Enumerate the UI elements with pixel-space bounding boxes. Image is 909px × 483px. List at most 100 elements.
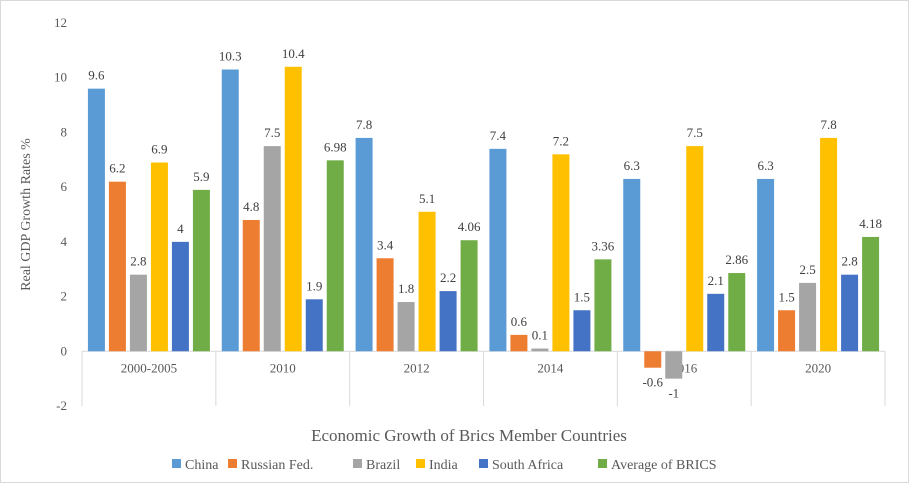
y-tick-label: 2 bbox=[61, 289, 68, 304]
legend-label: China bbox=[185, 458, 219, 473]
x-axis-title: Economic Growth of Brics Member Countrie… bbox=[311, 426, 627, 445]
bar bbox=[707, 293, 725, 352]
bar bbox=[489, 148, 507, 352]
bar bbox=[820, 137, 838, 352]
bar bbox=[87, 88, 105, 352]
bars bbox=[87, 66, 880, 379]
data-label: 3.36 bbox=[592, 238, 615, 253]
data-label: 7.4 bbox=[490, 128, 507, 143]
bar bbox=[665, 351, 683, 379]
data-label: 2.8 bbox=[130, 254, 146, 269]
bar bbox=[623, 178, 641, 352]
x-tick-label: 2012 bbox=[404, 360, 430, 375]
data-label: 5.9 bbox=[193, 169, 209, 184]
bar bbox=[552, 154, 570, 352]
x-tick-label: 2020 bbox=[805, 360, 831, 375]
data-label: 9.6 bbox=[88, 68, 105, 83]
x-tick-label: 2000-2005 bbox=[121, 360, 177, 375]
bar bbox=[355, 137, 373, 352]
bar bbox=[531, 348, 549, 352]
data-label: 2.1 bbox=[708, 273, 724, 288]
legend-swatch bbox=[416, 459, 425, 468]
bar bbox=[573, 310, 591, 352]
data-label: 1.5 bbox=[778, 289, 794, 304]
data-label: 7.8 bbox=[356, 117, 372, 132]
y-tick-label: 8 bbox=[61, 124, 68, 139]
bar bbox=[510, 334, 528, 352]
data-label: -0.6 bbox=[642, 375, 663, 390]
bar bbox=[841, 274, 859, 352]
data-label: 2.86 bbox=[725, 252, 748, 267]
data-label: 6.9 bbox=[151, 142, 167, 157]
data-label: 1.9 bbox=[306, 278, 322, 293]
data-label: 4.06 bbox=[458, 219, 481, 234]
y-axis-title: Real GDP Growth Rates % bbox=[19, 138, 34, 291]
bar bbox=[192, 189, 210, 352]
data-label: 0.1 bbox=[532, 328, 548, 343]
legend-swatch bbox=[228, 459, 237, 468]
data-label: 2.2 bbox=[440, 270, 456, 285]
y-tick-label: 0 bbox=[61, 343, 68, 358]
data-label: 10.4 bbox=[282, 46, 305, 61]
bar bbox=[439, 291, 457, 352]
data-label: 6.3 bbox=[757, 158, 773, 173]
bar bbox=[171, 241, 189, 352]
data-label: 10.3 bbox=[219, 49, 242, 64]
data-label: 7.5 bbox=[264, 125, 280, 140]
x-tick-label: 2010 bbox=[270, 360, 296, 375]
data-label: 6.2 bbox=[109, 161, 125, 176]
bar bbox=[460, 240, 478, 352]
bar bbox=[221, 69, 239, 352]
data-label: 7.8 bbox=[820, 117, 836, 132]
bar bbox=[129, 274, 147, 352]
data-label: -1 bbox=[668, 386, 679, 401]
data-label: 7.5 bbox=[687, 125, 703, 140]
bar bbox=[799, 282, 817, 352]
legend-swatch bbox=[479, 459, 488, 468]
data-label: 5.1 bbox=[419, 191, 435, 206]
y-tick-label: 4 bbox=[61, 234, 68, 249]
bar bbox=[326, 160, 344, 352]
data-labels: 9.6 6.2 2.8 6.9 4 5.9 10.3 4.8 7.5 10.4 1.9 6.98 7.8… bbox=[88, 46, 882, 401]
bar bbox=[757, 178, 775, 352]
x-tick-label: 2014 bbox=[537, 360, 564, 375]
data-label: 1.5 bbox=[574, 289, 590, 304]
data-label: 4.8 bbox=[243, 199, 259, 214]
legend-label: Average of BRICS bbox=[611, 458, 717, 473]
legend-label: Brazil bbox=[366, 458, 400, 473]
bar bbox=[862, 236, 880, 352]
bar bbox=[376, 258, 394, 352]
bar bbox=[778, 310, 796, 352]
legend: China Russian Fed. Brazil India South Africa… bbox=[172, 458, 717, 473]
data-label: 3.4 bbox=[377, 237, 394, 252]
data-label: 4 bbox=[177, 221, 184, 236]
y-tick-label: 12 bbox=[54, 15, 67, 30]
data-label: 7.2 bbox=[553, 133, 569, 148]
legend-label: India bbox=[429, 458, 459, 473]
bar bbox=[594, 259, 612, 352]
bar bbox=[263, 146, 281, 352]
bar bbox=[242, 219, 260, 352]
data-label: 6.98 bbox=[324, 139, 347, 154]
data-label: 2.8 bbox=[841, 254, 857, 269]
legend-swatch bbox=[172, 459, 181, 468]
bar bbox=[305, 299, 323, 352]
bar bbox=[150, 162, 168, 352]
data-label: 4.18 bbox=[859, 216, 882, 231]
data-label: 6.3 bbox=[624, 158, 640, 173]
data-label: 0.6 bbox=[511, 314, 528, 329]
bar bbox=[284, 66, 302, 352]
bar bbox=[686, 146, 704, 352]
legend-label: Russian Fed. bbox=[241, 458, 313, 473]
data-label: 1.8 bbox=[398, 281, 414, 296]
y-tick-label: 10 bbox=[54, 70, 67, 85]
legend-label: South Africa bbox=[492, 458, 564, 473]
y-tick-label: 6 bbox=[61, 179, 68, 194]
bar bbox=[108, 181, 126, 352]
data-label: 2.5 bbox=[799, 262, 815, 277]
legend-swatch bbox=[598, 459, 607, 468]
legend-swatch bbox=[353, 459, 362, 468]
